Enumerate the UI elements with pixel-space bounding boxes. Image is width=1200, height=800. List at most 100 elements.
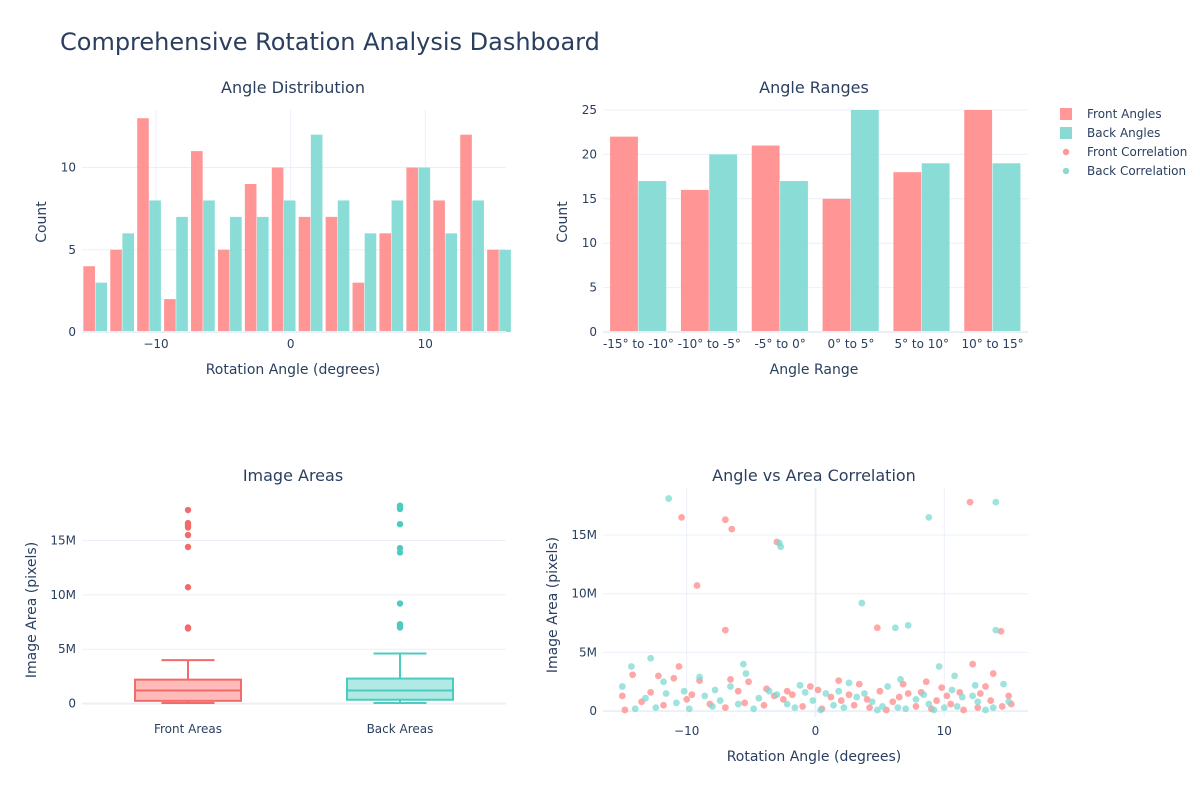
angle-distribution-title: Angle Distribution xyxy=(221,78,365,97)
back-correlation-point xyxy=(884,683,892,690)
back-correlation-point xyxy=(765,687,773,695)
front-correlation-point xyxy=(947,700,955,708)
back-correlation-point xyxy=(755,694,763,702)
box-ytick: 10M xyxy=(50,588,76,602)
front-correlation-point xyxy=(660,701,667,709)
back-correlation-point xyxy=(902,705,910,713)
back-correlation-point xyxy=(853,693,861,701)
front-correlation-point xyxy=(721,626,729,634)
front-correlation-point xyxy=(721,516,729,524)
front-correlation-point xyxy=(683,695,691,703)
back-correlation-point xyxy=(873,706,881,714)
front-correlation-point xyxy=(989,670,997,677)
back-angle-bar xyxy=(176,216,188,332)
back-correlation-point xyxy=(992,498,1000,506)
angle-distribution-chart: Angle Distribution Rotation Angle (degre… xyxy=(34,78,511,378)
front-range-bar xyxy=(751,145,780,332)
front-angle-bar xyxy=(164,299,176,332)
scatter-ytick: 0 xyxy=(589,704,597,718)
back-correlation-point xyxy=(662,690,670,697)
back-correlation-point xyxy=(647,654,655,662)
image-areas-ylabel: Image Area (pixels) xyxy=(24,542,40,678)
back-correlation-point xyxy=(845,679,853,687)
front-correlation-point xyxy=(912,703,920,710)
back-correlation-point xyxy=(701,692,709,700)
back-correlation-point xyxy=(953,703,961,710)
back-correlation-legend-label: Back Correlation xyxy=(1087,164,1186,178)
back-correlation-point xyxy=(809,697,817,704)
front-outlier-point xyxy=(184,624,192,631)
back-correlation-point xyxy=(660,678,667,686)
hist-ytick: 10 xyxy=(61,161,76,175)
front-correlation-point xyxy=(863,695,871,703)
back-correlation-point xyxy=(742,670,750,677)
front-correlation-legend-swatch xyxy=(1062,148,1070,156)
back-correlation-point xyxy=(727,683,734,690)
front-correlation-point xyxy=(855,680,863,688)
front-correlation-point xyxy=(728,525,736,533)
legend: Front Angles Back Angles Front Correlation… xyxy=(1060,107,1187,178)
back-correlation-point xyxy=(894,704,902,712)
angle-distribution-ylabel: Count xyxy=(34,201,50,243)
back-correlation-point xyxy=(1000,680,1007,688)
scatter-ytick: 10M xyxy=(571,587,597,601)
front-correlation-point xyxy=(982,683,989,690)
back-correlation-point xyxy=(897,676,904,683)
hist-xtick: 10 xyxy=(418,337,433,351)
back-correlation-point xyxy=(920,691,928,699)
back-correlation-point xyxy=(891,624,899,632)
back-correlation-point xyxy=(734,700,742,708)
front-correlation-point xyxy=(969,660,977,668)
back-correlation-point xyxy=(951,672,958,680)
back-correlation-point xyxy=(840,704,848,712)
back-correlation-point xyxy=(680,687,688,695)
back-angle-bar xyxy=(203,200,215,332)
back-correlation-point xyxy=(974,698,982,706)
front-correlation-point xyxy=(760,701,768,709)
back-correlation-point xyxy=(642,694,649,702)
front-angle-bar xyxy=(137,118,149,332)
back-correlation-point xyxy=(822,690,830,697)
front-correlation-point xyxy=(745,678,752,686)
image-areas-title: Image Areas xyxy=(243,466,343,485)
back-correlation-point xyxy=(982,706,989,714)
front-correlation-point xyxy=(895,693,903,701)
back-correlation-point xyxy=(835,687,843,695)
back-angle-bar xyxy=(337,200,350,332)
back-correlation-point xyxy=(879,703,886,710)
angle-distribution-xlabel: Rotation Angle (degrees) xyxy=(206,362,381,378)
ranges-xtick: 0° to 5° xyxy=(827,337,874,351)
back-correlation-point xyxy=(925,700,933,708)
ranges-ytick: 25 xyxy=(582,103,597,117)
ranges-ytick: 0 xyxy=(589,325,597,339)
back-correlation-point xyxy=(992,626,1000,634)
back-outlier-point xyxy=(396,600,404,607)
back-correlation-point xyxy=(817,706,825,714)
hist-ytick: 0 xyxy=(68,325,76,339)
back-correlation-point xyxy=(858,599,866,607)
back-correlation-point xyxy=(1005,698,1013,706)
correlation-ylabel: Image Area (pixels) xyxy=(545,537,561,673)
back-angle-bar xyxy=(499,249,511,332)
front-angle-bar xyxy=(191,151,203,332)
front-correlation-point xyxy=(675,663,683,670)
back-correlation-point xyxy=(716,697,724,704)
scatter-xtick: 10 xyxy=(937,724,952,738)
back-correlation-point xyxy=(861,690,868,697)
front-correlation-point xyxy=(966,498,974,506)
back-areas-box xyxy=(346,677,454,701)
back-correlation-point xyxy=(958,693,966,701)
back-range-bar xyxy=(780,181,808,332)
front-areas-label: Front Areas xyxy=(154,722,222,736)
front-outlier-point xyxy=(184,519,192,527)
box-ytick: 15M xyxy=(50,533,76,547)
back-correlation-point xyxy=(631,705,639,713)
front-angle-bar xyxy=(460,134,472,332)
ranges-ytick: 10 xyxy=(582,236,597,250)
hist-xtick: 0 xyxy=(287,337,295,351)
front-correlation-point xyxy=(866,704,873,712)
ranges-xtick: 5° to 10° xyxy=(894,337,949,351)
front-correlation-point xyxy=(933,697,940,704)
back-areas-label: Back Areas xyxy=(367,722,434,736)
back-correlation-point xyxy=(796,681,804,689)
